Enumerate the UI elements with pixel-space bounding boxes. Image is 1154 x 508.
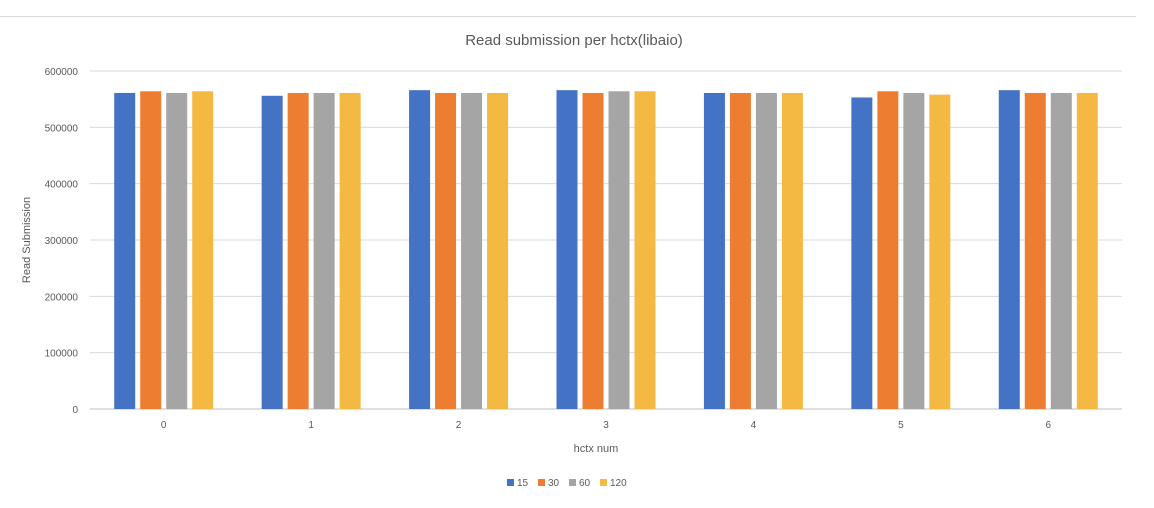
- legend-swatch-60: [569, 479, 576, 486]
- x-tick-label: 3: [603, 420, 609, 431]
- bar-hctx-2-series-60: [461, 92, 483, 409]
- bar-hctx-0-series-120: [192, 91, 214, 409]
- chart-title: Read submission per hctx(libaio): [465, 32, 683, 49]
- y-axis-title: Read Submission: [21, 197, 33, 283]
- bar-hctx-0-series-60: [166, 92, 188, 409]
- bar-hctx-1-series-30: [287, 92, 309, 409]
- bar-hctx-5-series-60: [903, 92, 925, 409]
- gridlines: [90, 70, 1122, 410]
- bar-hctx-6-series-15: [998, 90, 1020, 410]
- bars: [114, 90, 1098, 410]
- x-tick-label: 1: [308, 420, 314, 431]
- bar-hctx-3-series-60: [608, 91, 630, 409]
- bar-hctx-5-series-120: [929, 94, 951, 409]
- bar-hctx-2-series-120: [487, 92, 509, 409]
- bar-hctx-5-series-15: [851, 97, 873, 409]
- bar-hctx-3-series-30: [582, 92, 604, 409]
- legend-label-15: 15: [517, 478, 529, 489]
- x-tick-label: 2: [456, 420, 462, 431]
- top-divider: [0, 16, 1136, 17]
- bar-hctx-6-series-30: [1024, 92, 1046, 409]
- y-tick-label: 100000: [45, 349, 79, 360]
- bar-hctx-1-series-60: [313, 92, 335, 409]
- y-tick-label: 300000: [45, 236, 79, 247]
- bar-hctx-4-series-30: [729, 92, 751, 409]
- y-tick-label: 0: [72, 405, 78, 416]
- bar-hctx-2-series-15: [409, 90, 431, 410]
- legend-label-30: 30: [548, 478, 560, 489]
- legend-swatch-120: [600, 479, 607, 486]
- legend-swatch-30: [538, 479, 545, 486]
- legend-label-60: 60: [579, 478, 591, 489]
- bar-hctx-6-series-120: [1076, 92, 1098, 409]
- bar-hctx-4-series-15: [703, 92, 725, 409]
- x-tick-label: 6: [1046, 420, 1052, 431]
- x-tick-label: 5: [898, 420, 904, 431]
- y-tick-label: 500000: [45, 123, 79, 134]
- bar-hctx-4-series-120: [781, 92, 803, 409]
- y-tick-label: 600000: [45, 67, 79, 78]
- x-tick-label: 4: [751, 420, 757, 431]
- bar-hctx-4-series-60: [755, 92, 777, 409]
- legend-swatch-15: [507, 479, 514, 486]
- bar-hctx-0-series-15: [114, 92, 136, 409]
- bar-hctx-3-series-15: [556, 90, 578, 410]
- x-axis-ticks: 0 1 2 3 4 5 6: [161, 420, 1052, 431]
- y-axis-ticks: 0 100000 200000 300000 400000 500000 600000: [45, 67, 79, 416]
- x-tick-label: 0: [161, 420, 167, 431]
- y-tick-label: 200000: [45, 292, 79, 303]
- bar-hctx-1-series-120: [339, 92, 361, 409]
- legend: 15 30 60 120: [507, 478, 627, 489]
- legend-label-120: 120: [610, 478, 627, 489]
- bar-hctx-3-series-120: [634, 91, 656, 409]
- bar-hctx-0-series-30: [140, 91, 162, 409]
- bar-hctx-6-series-60: [1050, 92, 1072, 409]
- bar-hctx-1-series-15: [261, 95, 283, 409]
- bar-hctx-5-series-30: [877, 91, 899, 409]
- bar-hctx-2-series-30: [435, 92, 457, 409]
- y-tick-label: 400000: [45, 180, 79, 191]
- x-axis-title: hctx num: [574, 443, 619, 455]
